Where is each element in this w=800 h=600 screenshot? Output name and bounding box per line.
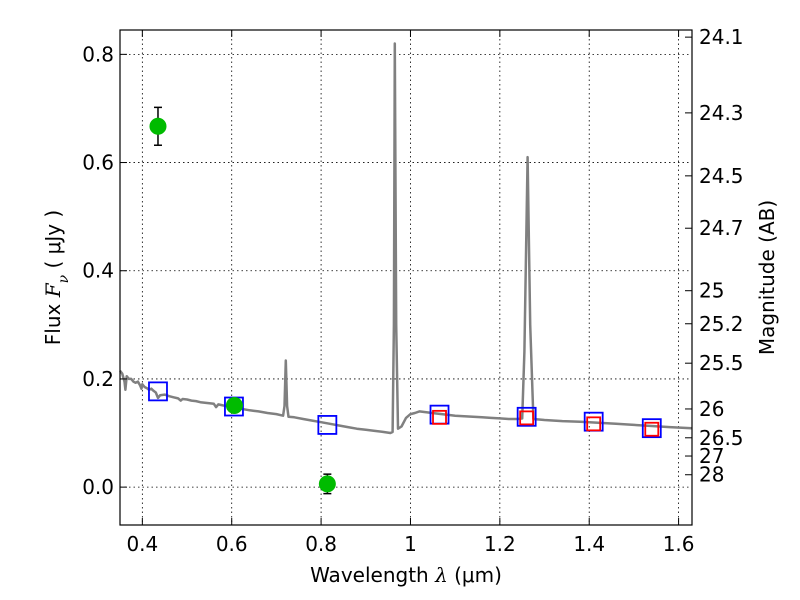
- y-tick-label: 0.6: [82, 151, 114, 175]
- plot-frame: [119, 29, 693, 526]
- spectrum-series: [119, 42, 693, 435]
- magnitude-tick-label: 24.7: [699, 216, 744, 240]
- model_photometry-square: [148, 381, 168, 402]
- x-tick-label: 1: [404, 532, 417, 556]
- model_photometry-square: [641, 418, 662, 439]
- observed-point: [225, 396, 243, 414]
- y-axis-label: Flux Fν ( μJy ): [41, 210, 72, 345]
- model_photometry-square: [317, 415, 338, 435]
- grid-lines: [120, 30, 692, 525]
- spectrum-line: [119, 42, 693, 435]
- photometry-markers: [148, 106, 662, 495]
- magnitude-tick-label: 24.3: [699, 101, 744, 125]
- observed_photometry-square: [432, 409, 447, 425]
- x-tick-label: 1.6: [663, 532, 695, 556]
- magnitude-tick-label: 26.5: [699, 426, 744, 450]
- x-tick-label: 0.4: [126, 532, 158, 556]
- magnitude-axis-label: Magnitude (AB): [755, 200, 779, 355]
- model_photometry-square: [516, 406, 537, 427]
- observed-point: [318, 475, 336, 493]
- observed_photometry-square: [644, 421, 660, 437]
- magnitude-tick-label: 27: [699, 444, 724, 468]
- tick-labels: 0.4 0.6 0.8 1 1.2 1.4 1.6 0.0 0.2 0.4 0.6 0.8 24.1 24…: [82, 25, 743, 556]
- y-tick-label: 0.4: [82, 259, 114, 283]
- magnitude-tick-label: 26: [699, 397, 724, 421]
- observed_photometry-square: [519, 410, 535, 426]
- x-tick-label: 0.8: [305, 532, 337, 556]
- magnitude-tick-label: 24.5: [699, 164, 744, 188]
- y-tick-label: 0.2: [82, 367, 114, 391]
- y-tick-label: 0.8: [82, 42, 114, 66]
- axis-ticks: [120, 30, 692, 525]
- magnitude-tick-label: 25.2: [699, 312, 744, 336]
- x-tick-label: 1.2: [484, 532, 516, 556]
- observed_photometry-square: [586, 416, 602, 432]
- magnitude-tick-label: 25.5: [699, 351, 744, 375]
- x-axis-label: Wavelength λ (μm): [310, 563, 502, 587]
- magnitude-tick-label: 28: [699, 463, 724, 487]
- magnitude-tick-label: 25: [699, 279, 724, 303]
- x-tick-label: 0.6: [216, 532, 248, 556]
- observed-point: [149, 117, 167, 135]
- y-tick-label: 0.0: [82, 475, 114, 499]
- magnitude-tick-label: 24.1: [699, 25, 744, 49]
- x-tick-label: 1.4: [573, 532, 605, 556]
